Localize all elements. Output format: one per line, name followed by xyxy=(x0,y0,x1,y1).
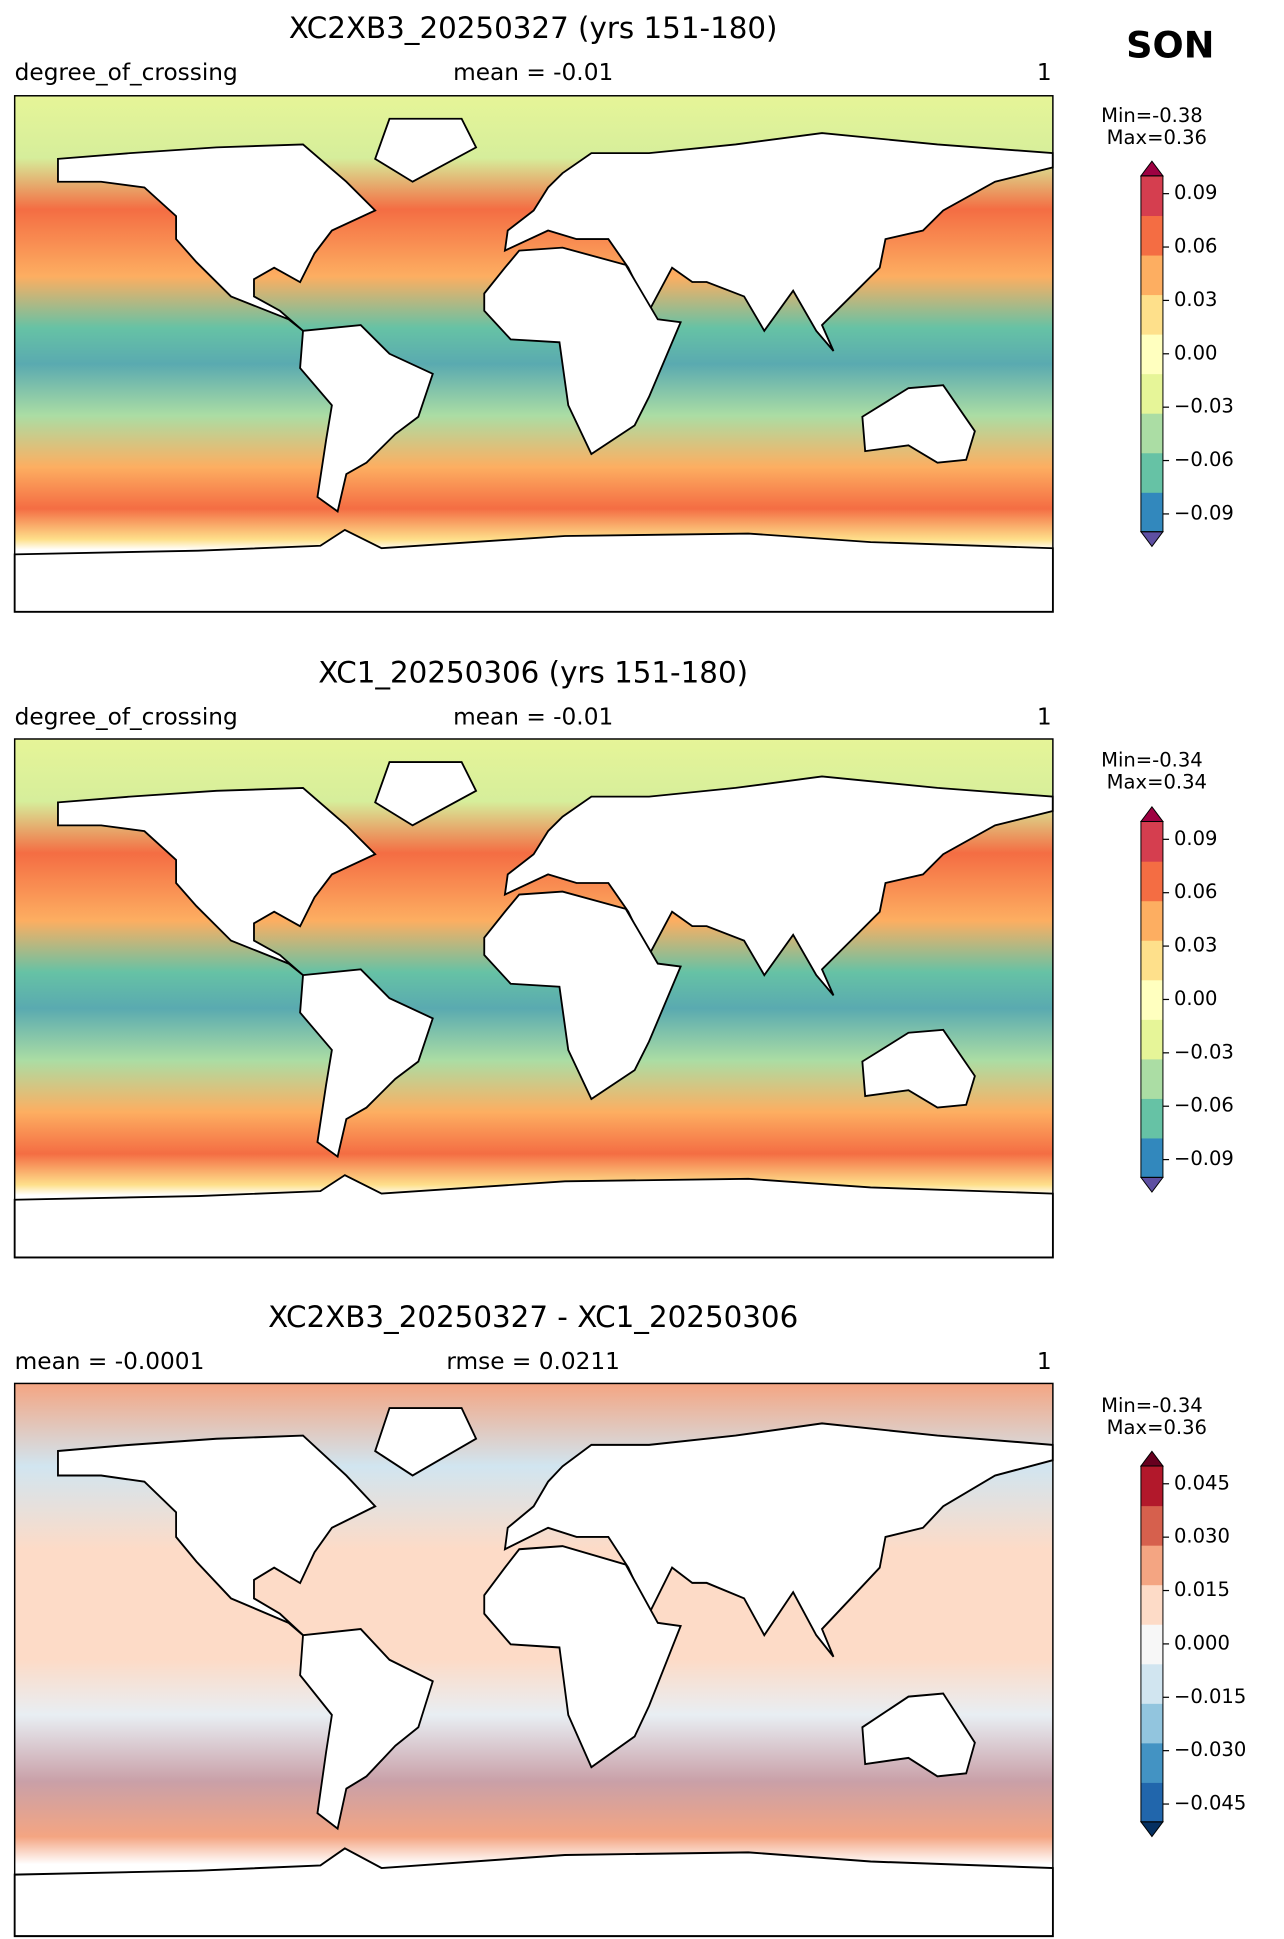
colorbar-band xyxy=(1140,1019,1163,1060)
colorbar-band xyxy=(1140,861,1163,902)
map xyxy=(13,738,1054,1259)
colorbar-tick-label: 0.06 xyxy=(1174,235,1218,258)
season-label: SON xyxy=(1126,23,1214,66)
colorbar-band xyxy=(1140,492,1163,533)
colorbar-extend-high xyxy=(1139,160,1164,177)
colorbar-band xyxy=(1140,1545,1163,1586)
map-frame xyxy=(13,95,1054,613)
colorbar-band xyxy=(1140,979,1163,1020)
colorbar-band xyxy=(1140,1465,1163,1507)
colorbar-band xyxy=(1140,175,1163,217)
colorbar-band xyxy=(1140,1584,1163,1625)
center-label: mean = -0.01 xyxy=(453,59,613,86)
colorbar-band xyxy=(1140,1137,1163,1178)
colorbar-band xyxy=(1140,215,1163,256)
colorbar-band xyxy=(1140,1703,1163,1744)
panel-title: XC1_20250306 (yrs 151-180) xyxy=(318,656,748,690)
colorbar-band xyxy=(1140,1624,1163,1665)
colorbar-tick-label: 0.030 xyxy=(1174,1525,1230,1548)
colorbar-tick-label: −0.030 xyxy=(1174,1738,1246,1761)
center-label: mean = -0.01 xyxy=(453,704,613,731)
colorbar-tick-label: 0.09 xyxy=(1174,181,1218,204)
colorbar-extend-high xyxy=(1139,806,1164,823)
colorbar-band xyxy=(1140,1742,1163,1783)
max-label: Max=0.36 xyxy=(1107,126,1207,149)
colorbar-extend-low xyxy=(1139,531,1164,548)
colorbar-tick-label: 0.00 xyxy=(1174,341,1218,364)
colorbar-tick-label: 0.03 xyxy=(1174,934,1218,957)
min-label: Min=-0.38 xyxy=(1101,104,1203,127)
min-label: Min=-0.34 xyxy=(1101,749,1203,772)
right-label: 1 xyxy=(1037,59,1052,86)
colorbar-tick-label: −0.06 xyxy=(1174,448,1234,471)
colorbar-extend-high xyxy=(1139,1450,1164,1467)
colorbar-band xyxy=(1140,1505,1163,1546)
colorbar-tick-label: 0.09 xyxy=(1174,827,1218,850)
colorbar-band xyxy=(1140,1782,1163,1823)
colorbar-tick-label: 0.00 xyxy=(1174,987,1218,1010)
colorbar-band xyxy=(1140,413,1163,454)
colorbar-tick-label: −0.045 xyxy=(1174,1792,1246,1815)
panel-title: XC2XB3_20250327 (yrs 151-180) xyxy=(289,11,778,45)
max-label: Max=0.36 xyxy=(1107,1416,1207,1439)
colorbar-tick-label: 0.06 xyxy=(1174,880,1218,903)
map xyxy=(13,1383,1054,1938)
colorbar-band xyxy=(1140,254,1163,296)
colorbar-tick-label: −0.06 xyxy=(1174,1094,1234,1117)
colorbar-band xyxy=(1140,373,1163,414)
colorbar-extend-low xyxy=(1139,1176,1164,1193)
colorbar-band xyxy=(1140,1098,1163,1139)
colorbar-tick-label: −0.03 xyxy=(1174,1040,1234,1063)
left-label: degree_of_crossing xyxy=(15,59,238,86)
right-label: 1 xyxy=(1037,704,1052,731)
colorbar-tick-label: −0.09 xyxy=(1174,1147,1234,1170)
center-label: rmse = 0.0211 xyxy=(446,1348,620,1375)
colorbar-band xyxy=(1140,294,1163,335)
colorbar-band xyxy=(1140,1058,1163,1099)
map-frame xyxy=(13,738,1054,1259)
colorbar-tick-label: 0.000 xyxy=(1174,1631,1230,1654)
panel-title: XC2XB3_20250327 - XC1_20250306 xyxy=(268,1300,798,1334)
right-label: 1 xyxy=(1037,1348,1052,1375)
colorbar-band xyxy=(1140,940,1163,981)
left-label: degree_of_crossing xyxy=(15,704,238,731)
left-label: mean = -0.0001 xyxy=(15,1348,205,1375)
min-label: Min=-0.34 xyxy=(1101,1394,1203,1417)
colorbar-tick-label: −0.03 xyxy=(1174,395,1234,418)
colorbar-tick-label: −0.015 xyxy=(1174,1685,1246,1708)
map-frame xyxy=(13,1382,1054,1937)
colorbar-band xyxy=(1140,900,1163,941)
colorbar-tick-label: 0.015 xyxy=(1174,1578,1230,1601)
colorbar-band xyxy=(1140,821,1163,862)
map xyxy=(13,95,1054,613)
colorbar-band xyxy=(1140,334,1163,375)
max-label: Max=0.34 xyxy=(1107,771,1207,794)
colorbar-extend-low xyxy=(1139,1821,1164,1838)
colorbar-band xyxy=(1140,452,1163,493)
colorbar-tick-label: 0.045 xyxy=(1174,1471,1230,1494)
colorbar-tick-label: 0.03 xyxy=(1174,288,1218,311)
colorbar-band xyxy=(1140,1663,1163,1704)
colorbar-tick-label: −0.09 xyxy=(1174,501,1234,524)
